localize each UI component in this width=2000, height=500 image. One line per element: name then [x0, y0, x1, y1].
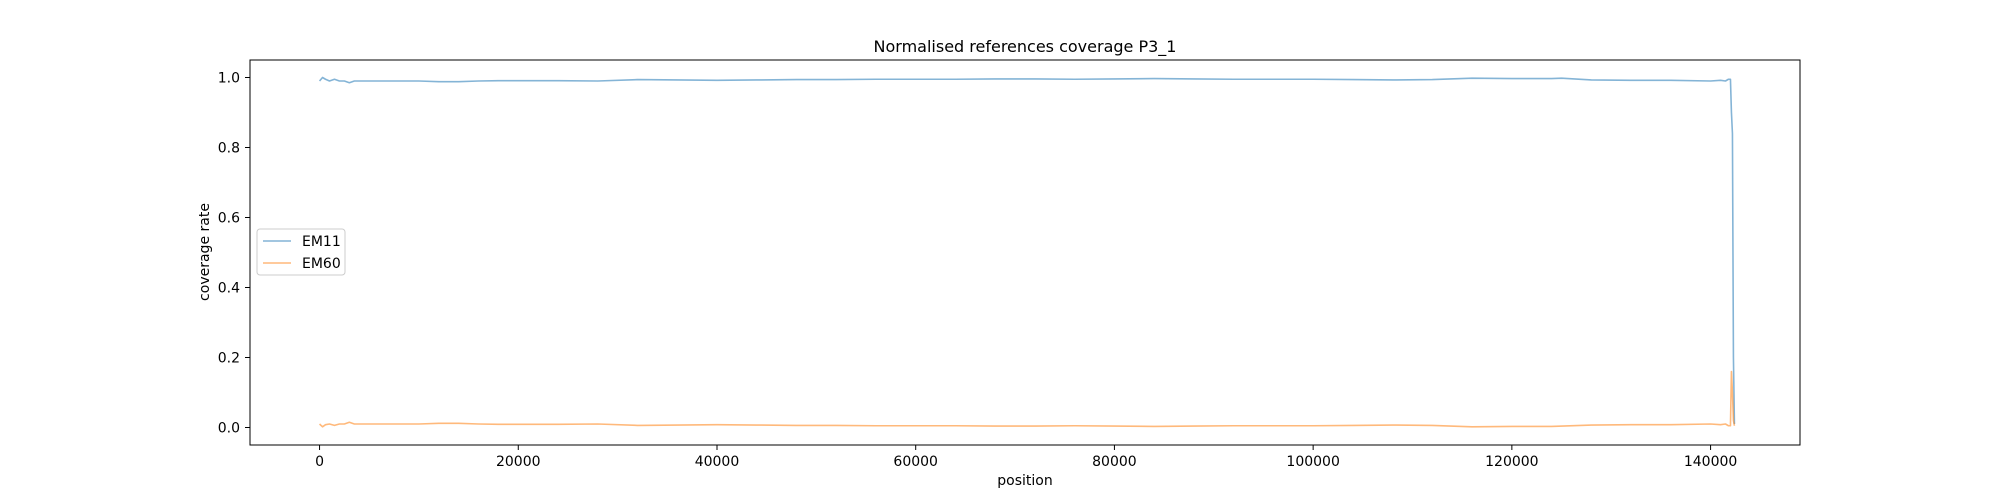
y-axis: 0.0 0.2 0.4 0.6 0.8 1.0: [218, 71, 250, 437]
y-tick-label: 1.0: [218, 71, 240, 87]
series-layer: [318, 76, 1736, 428]
y-axis-label: coverage rate: [197, 203, 213, 301]
chart-title: Normalised references coverage P3_1: [874, 37, 1177, 57]
y-tick-label: 0.0: [218, 421, 240, 437]
x-tick-label: 80000: [1092, 454, 1137, 470]
x-tick-label: 140000: [1684, 454, 1737, 470]
x-axis: 0 20000 40000 60000 80000 100000 120000 140000: [315, 445, 1737, 470]
y-tick-label: 0.2: [218, 351, 240, 367]
plot-area-frame: [249, 59, 1801, 446]
y-tick-label: 0.4: [218, 281, 240, 297]
legend-label-em11: EM11: [302, 234, 341, 250]
x-tick-label: 120000: [1485, 454, 1538, 470]
x-tick-label: 40000: [695, 454, 740, 470]
legend-label-em60: EM60: [302, 256, 341, 272]
x-tick-label: 0: [315, 454, 324, 470]
y-tick-label: 0.8: [218, 141, 240, 157]
x-tick-label: 100000: [1286, 454, 1339, 470]
legend: EM11 EM60: [256, 228, 346, 276]
y-tick-label: 0.6: [218, 211, 240, 227]
x-tick-label: 60000: [893, 454, 938, 470]
x-axis-label: position: [997, 473, 1052, 489]
series-line-em60: [319, 370, 1736, 428]
x-tick-label: 20000: [496, 454, 541, 470]
series-line-em11: [318, 76, 1736, 425]
